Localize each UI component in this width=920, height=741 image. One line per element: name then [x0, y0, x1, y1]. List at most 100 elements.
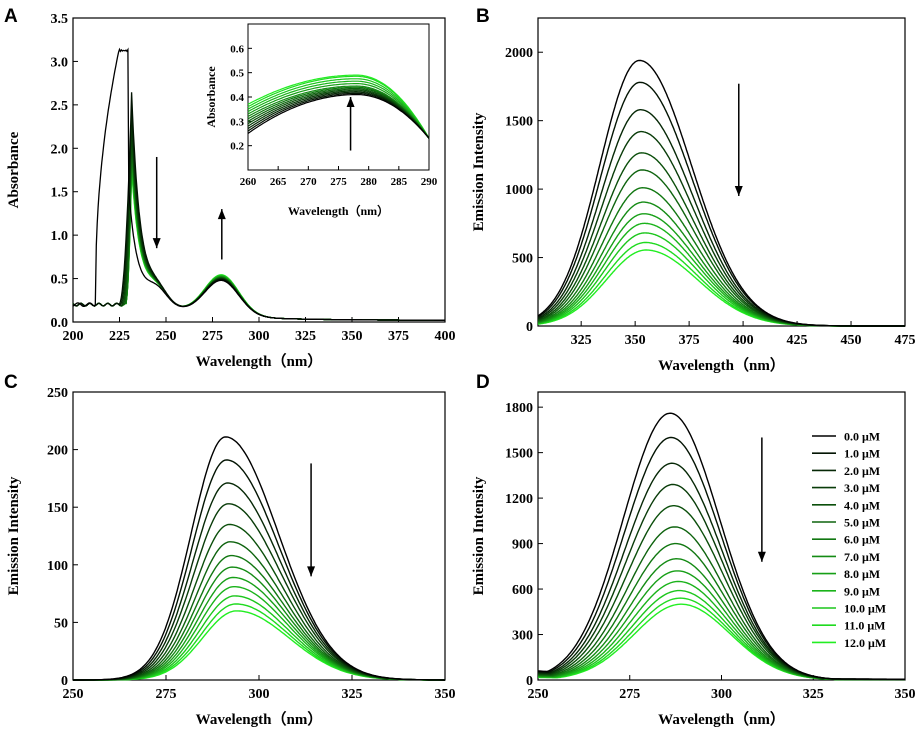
x-tick-label: 275	[202, 329, 223, 344]
x-tick-label: 250	[156, 329, 177, 344]
legend-label: 2.0 μM	[844, 464, 880, 478]
x-tick-label: 325	[342, 687, 363, 702]
x-tick-label: 350	[625, 333, 646, 348]
panel-d: D 250 275 300 325 350 0 300 600 900 1200 1500 1800 Wa…	[471, 372, 916, 728]
absorbance-series-line	[72, 47, 445, 321]
y-tick-label: 600	[512, 583, 533, 598]
panel-letter-a: A	[4, 6, 18, 27]
emission-series-line	[537, 412, 906, 680]
x-tick-label: 425	[787, 333, 808, 348]
legend-label: 8.0 μM	[844, 567, 880, 581]
x-axis-title: Wavelength（nm）	[196, 710, 323, 728]
y-tick-label: 900	[512, 538, 533, 553]
legend-label: 10.0 μM	[844, 602, 886, 616]
legend-label: 3.0 μM	[844, 481, 880, 495]
y-tick-label: 0	[526, 320, 533, 335]
y-tick-label: 2000	[505, 46, 533, 61]
emission-series-line	[73, 436, 445, 681]
y-tick-label: 200	[47, 444, 68, 459]
trend-arrow-head	[346, 97, 355, 107]
y-tick-label: 1800	[505, 401, 533, 416]
legend-label: 4.0 μM	[844, 498, 880, 512]
y-tick-label: 0.5	[51, 273, 69, 288]
emission-series-line	[73, 554, 445, 681]
legend: 0.0 μM 1.0 μM 2.0 μM 3.0 μM 4.0 μM 5.0 μM 6.0 …	[812, 430, 886, 650]
inset-series-line	[247, 90, 430, 139]
x-tick-label: 400	[435, 329, 456, 344]
inset-series-line	[247, 92, 430, 139]
inset-series-line	[247, 86, 430, 139]
emission-series-line	[73, 610, 445, 681]
inset-series-line	[247, 80, 430, 139]
inset-y-tick-label: 0.5	[230, 68, 244, 80]
inset-y-axis-title: Absorbance	[204, 66, 218, 128]
trend-arrow-head	[217, 209, 226, 220]
inset-x-tick-label: 270	[300, 176, 317, 188]
x-axis-title: Wavelength（nm）	[196, 352, 323, 370]
inset-series-line	[247, 83, 430, 139]
x-tick-label: 350	[435, 687, 456, 702]
emission-series-line	[73, 503, 445, 681]
y-tick-label: 1.5	[51, 186, 69, 201]
emission-series-line	[537, 186, 905, 327]
legend-label: 6.0 μM	[844, 533, 880, 547]
panel-c: C 250 275 300 325 350 0 50 100 150 200 250 Wavelengt…	[4, 372, 456, 728]
emission-series-line	[73, 523, 445, 681]
inset-series-line	[247, 85, 430, 139]
y-tick-label: 250	[47, 386, 68, 401]
legend-label: 5.0 μM	[844, 516, 880, 530]
trend-arrow-head	[734, 185, 743, 196]
x-tick-label: 275	[619, 687, 640, 702]
y-tick-label: 0	[61, 674, 68, 689]
emission-series-line	[537, 109, 905, 327]
x-tick-label: 300	[249, 687, 270, 702]
inset-frame	[247, 23, 430, 171]
y-tick-label: 50	[54, 616, 68, 631]
inset-series-line	[247, 94, 430, 139]
emission-series-line	[73, 576, 445, 681]
trend-arrow-head	[757, 551, 766, 562]
x-axis-title: Wavelength（nm）	[658, 710, 785, 728]
inset: 260 265 270 275 280 285 290 0.2 0.3 0.4 0.5 0.6 Wave…	[204, 23, 438, 218]
legend-label: 1.0 μM	[844, 447, 880, 461]
y-tick-label: 0.0	[51, 316, 69, 331]
y-tick-label: 500	[512, 252, 533, 267]
x-tick-label: 325	[571, 333, 592, 348]
x-axis-title: Wavelength（nm）	[658, 356, 785, 374]
legend-label: 12.0 μM	[844, 636, 886, 650]
x-tick-label: 325	[803, 687, 824, 702]
y-axis-title: Emission Intensity	[6, 476, 22, 595]
inset-y-tick-label: 0.3	[230, 116, 244, 128]
emission-series-line	[73, 603, 445, 681]
x-tick-label: 350	[895, 687, 916, 702]
emission-series-line	[73, 566, 445, 681]
y-axis-title: Emission Intensity	[471, 112, 487, 231]
y-tick-label: 100	[47, 559, 68, 574]
panel-b: B 325 350 375 400 425 450 475 0 500 1000 1500 2000 Wa…	[471, 6, 916, 374]
inset-x-tick-label: 275	[330, 176, 347, 188]
plot-frame	[537, 17, 906, 327]
x-tick-label: 450	[841, 333, 862, 348]
inset-x-tick-label: 285	[391, 176, 408, 188]
y-tick-label: 1200	[505, 492, 533, 507]
emission-series-line	[73, 459, 445, 681]
y-tick-label: 3.5	[51, 12, 69, 27]
emission-series-line	[537, 59, 905, 327]
inset-x-tick-label: 280	[360, 176, 377, 188]
x-tick-label: 300	[711, 687, 732, 702]
y-tick-label: 1000	[505, 183, 533, 198]
inset-series-line	[247, 89, 430, 139]
inset-series-line	[247, 78, 430, 139]
x-tick-label: 225	[109, 329, 130, 344]
x-tick-label: 250	[528, 687, 549, 702]
inset-y-tick-label: 0.6	[230, 43, 244, 55]
panel-a: A 200 225 250 275 300 325 350 375 400 0.0 0.5 1.0 1.5…	[4, 6, 456, 370]
inset-series-line	[247, 75, 430, 139]
inset-x-tick-label: 265	[270, 176, 287, 188]
y-tick-label: 2.0	[51, 142, 69, 157]
inset-x-tick-label: 290	[421, 176, 438, 188]
y-tick-label: 1500	[505, 115, 533, 130]
emission-series-line	[537, 232, 905, 327]
inset-series-line	[247, 91, 430, 139]
